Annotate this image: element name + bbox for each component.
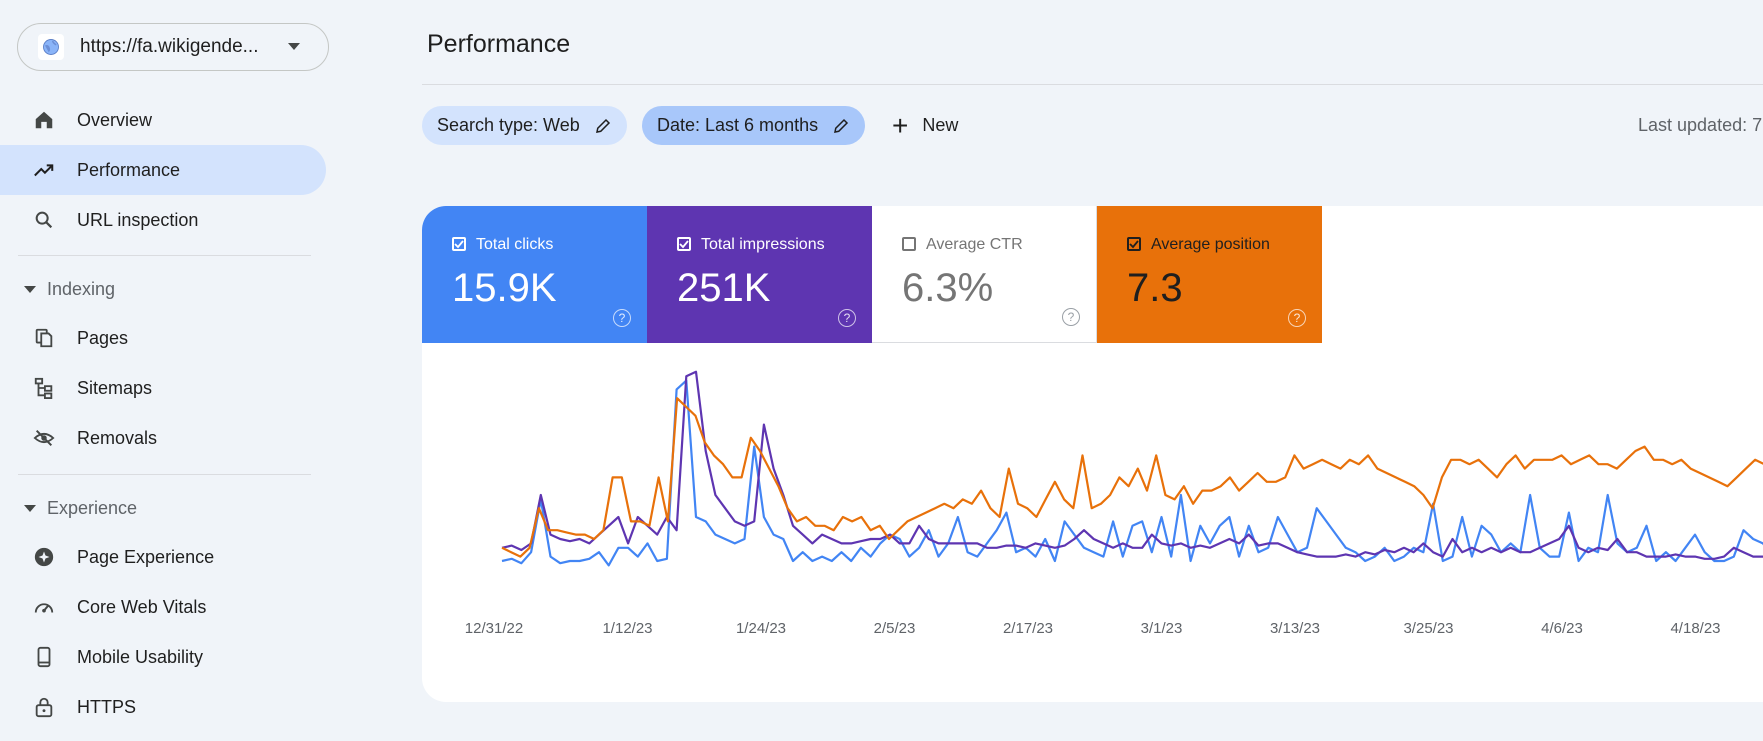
metric-value: 7.3 xyxy=(1127,266,1183,310)
pencil-icon xyxy=(594,117,612,135)
eye-off-icon xyxy=(32,426,56,450)
sidebar-item-removals[interactable]: Removals xyxy=(0,413,326,463)
speedometer-icon xyxy=(32,595,56,619)
search-icon xyxy=(32,208,56,232)
property-selector[interactable]: https://fa.wikigende... xyxy=(17,23,329,71)
page-title: Performance xyxy=(427,30,571,58)
header-divider xyxy=(422,84,1763,85)
new-label: New xyxy=(922,115,959,135)
x-tick-label: 3/13/23 xyxy=(1270,620,1320,637)
section-label: Experience xyxy=(47,497,138,518)
sidebar-item-label: Pages xyxy=(77,327,129,348)
sidebar-item-label: Core Web Vitals xyxy=(77,596,207,617)
trending-up-icon xyxy=(32,158,56,182)
metric-total-impressions[interactable]: Total impressions 251K ? xyxy=(647,206,872,343)
metric-total-clicks[interactable]: Total clicks 15.9K ? xyxy=(422,206,647,343)
metric-average-position[interactable]: Average position 7.3 ? xyxy=(1097,206,1322,343)
x-tick-label: 12/31/22 xyxy=(465,620,523,637)
smartphone-icon xyxy=(32,645,56,669)
checkbox-checked[interactable] xyxy=(1127,237,1141,251)
sidebar-item-label: URL inspection xyxy=(77,209,199,230)
plus-icon: + xyxy=(892,109,909,141)
metric-value: 6.3% xyxy=(902,266,994,310)
metric-label: Total clicks xyxy=(476,236,554,253)
checkbox-checked[interactable] xyxy=(677,237,691,251)
sidebar-item-url-inspection[interactable]: URL inspection xyxy=(0,195,326,245)
metric-value: 251K xyxy=(677,266,771,310)
sidebar-item-core-web-vitals[interactable]: Core Web Vitals xyxy=(0,582,326,632)
new-filter-button[interactable]: + New xyxy=(892,106,958,145)
sidebar-item-label: Removals xyxy=(77,427,158,448)
x-tick-label: 4/18/23 xyxy=(1670,620,1720,637)
metric-average-ctr[interactable]: Average CTR 6.3% ? xyxy=(872,206,1097,343)
last-updated-text: Last updated: 7 xyxy=(1638,115,1763,135)
sidebar-item-label: Page Experience xyxy=(77,546,215,567)
help-icon[interactable]: ? xyxy=(613,309,631,327)
metric-label: Average position xyxy=(1151,236,1270,253)
lock-icon xyxy=(32,695,56,719)
sidebar-item-label: Overview xyxy=(77,109,153,130)
section-experience[interactable]: Experience xyxy=(0,488,326,528)
x-tick-label: 1/12/23 xyxy=(602,620,652,637)
sidebar-item-sitemaps[interactable]: Sitemaps xyxy=(0,363,326,413)
series-line-average-position[interactable] xyxy=(501,397,1763,558)
x-tick-label: 2/17/23 xyxy=(1003,620,1053,637)
help-icon[interactable]: ? xyxy=(1062,308,1080,326)
chevron-down-icon xyxy=(288,43,300,50)
sidebar-item-label: Sitemaps xyxy=(77,377,153,398)
pages-icon xyxy=(32,326,56,350)
sidebar: https://fa.wikigende... Overview Perform… xyxy=(0,0,340,741)
x-tick-label: 4/6/23 xyxy=(1541,620,1583,637)
property-url: https://fa.wikigende... xyxy=(80,36,259,57)
section-label: Indexing xyxy=(47,278,116,299)
x-tick-label: 3/1/23 xyxy=(1141,620,1183,637)
section-indexing[interactable]: Indexing xyxy=(0,269,326,309)
sidebar-item-label: HTTPS xyxy=(77,696,137,717)
help-icon[interactable]: ? xyxy=(1288,309,1306,327)
sitemap-icon xyxy=(32,376,56,400)
performance-card: Total clicks 15.9K ? Total impressions 2… xyxy=(422,206,1763,702)
sidebar-item-mobile-usability[interactable]: Mobile Usability xyxy=(0,632,326,682)
divider xyxy=(18,474,311,475)
checkbox-unchecked[interactable] xyxy=(902,237,916,251)
divider xyxy=(18,255,311,256)
metric-value: 15.9K xyxy=(452,266,557,310)
x-tick-label: 2/5/23 xyxy=(874,620,916,637)
globe-icon xyxy=(38,34,64,60)
pencil-icon xyxy=(832,117,850,135)
sidebar-item-https[interactable]: HTTPS xyxy=(0,682,326,732)
performance-chart[interactable]: 12/31/22 1/12/23 1/24/23 2/5/23 2/17/23 3/1/2… xyxy=(422,343,1763,702)
metric-label: Total impressions xyxy=(701,236,825,253)
series-line-total-impressions[interactable] xyxy=(501,370,1763,560)
x-tick-label: 1/24/23 xyxy=(736,620,786,637)
page-experience-icon xyxy=(32,545,56,569)
date-filter-chip[interactable]: Date: Last 6 months xyxy=(642,106,866,145)
help-icon[interactable]: ? xyxy=(838,309,856,327)
sidebar-item-label: Mobile Usability xyxy=(77,646,204,667)
chip-label: Search type: Web xyxy=(437,115,580,135)
expand-triangle-icon xyxy=(24,285,36,293)
x-tick-label: 3/25/23 xyxy=(1403,620,1453,637)
expand-triangle-icon xyxy=(24,504,36,512)
chip-label: Date: Last 6 months xyxy=(657,115,819,135)
checkbox-checked[interactable] xyxy=(452,237,466,251)
sidebar-item-pages[interactable]: Pages xyxy=(0,313,326,363)
sidebar-item-performance[interactable]: Performance xyxy=(0,145,326,195)
home-icon xyxy=(32,108,56,132)
search-type-filter-chip[interactable]: Search type: Web xyxy=(422,106,627,145)
sidebar-item-page-experience[interactable]: Page Experience xyxy=(0,532,326,582)
metric-label: Average CTR xyxy=(926,236,1023,253)
series-line-total-clicks[interactable] xyxy=(501,379,1763,567)
sidebar-item-label: Performance xyxy=(77,159,181,180)
sidebar-item-overview[interactable]: Overview xyxy=(0,95,326,145)
